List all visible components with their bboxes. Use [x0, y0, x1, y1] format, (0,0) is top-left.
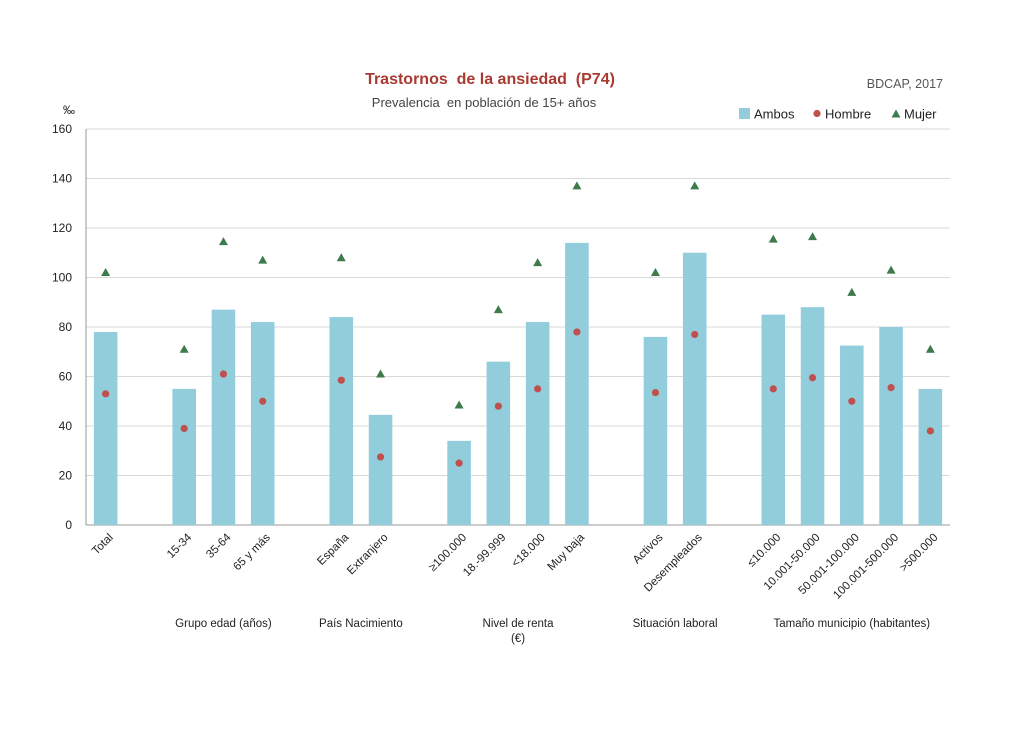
marker-hombre	[455, 459, 463, 467]
group-label: Grupo edad (años)	[175, 618, 272, 630]
marker-mujer	[650, 268, 660, 277]
bar-ambos	[918, 388, 943, 525]
legend-label-mujer: Mujer	[904, 107, 937, 122]
marker-mujer	[454, 400, 464, 409]
marker-mujer	[808, 232, 818, 241]
marker-hombre	[180, 424, 188, 433]
chart-title: Trastornos de la ansiedad (P74)	[365, 71, 615, 88]
bar-ambos	[879, 327, 903, 525]
marker-hombre	[494, 402, 502, 410]
y-tick-label: 160	[52, 122, 72, 136]
marker-hombre	[848, 397, 856, 405]
x-tick-label: Muy baja	[546, 531, 588, 573]
legend-label-ambos: Ambos	[754, 107, 795, 122]
bar-ambos	[250, 322, 275, 525]
y-axis-unit: ‰	[63, 103, 75, 117]
chart-subtitle: Prevalencia en población de 15+ años	[372, 95, 597, 110]
group-label: Tamaño municipio (habitantes)	[774, 618, 931, 630]
y-tick-label: 120	[52, 221, 72, 235]
marker-hombre	[651, 388, 660, 397]
marker-hombre	[102, 390, 110, 398]
legend-swatch-ambos	[739, 108, 750, 119]
marker-hombre	[926, 427, 934, 435]
marker-hombre	[376, 453, 385, 461]
marker-hombre	[337, 376, 345, 384]
y-tick-label: 40	[59, 419, 73, 433]
bar-ambos	[800, 307, 825, 525]
y-tick-label: 60	[59, 370, 73, 384]
group-labels: Grupo edad (años) País Nacimiento Nivel de…	[175, 618, 930, 645]
x-tick-label: 65 y más	[231, 531, 273, 573]
x-tick-label: ≤10.000	[746, 532, 784, 570]
x-tick-label: Activos	[631, 531, 666, 566]
marker-mujer	[376, 369, 386, 378]
bar-ambos	[368, 414, 393, 525]
marker-hombre	[573, 328, 581, 336]
bar-ambos	[525, 322, 550, 525]
group-label: (€)	[511, 633, 525, 645]
marker-hombre	[887, 384, 895, 392]
bar-ambos	[211, 309, 236, 525]
marker-mujer	[768, 234, 778, 243]
group-label: Situación laboral	[633, 618, 718, 630]
legend: Ambos Hombre Mujer	[739, 107, 937, 122]
bar-ambos	[486, 361, 511, 525]
markers	[101, 181, 935, 467]
marker-mujer	[336, 253, 346, 262]
x-tick-label: 35-64	[204, 531, 234, 561]
marker-mujer	[533, 258, 543, 267]
marker-mujer	[101, 268, 111, 277]
marker-hombre	[808, 374, 817, 382]
legend-label-hombre: Hombre	[825, 107, 871, 122]
bar-ambos	[172, 388, 196, 525]
marker-mujer	[572, 181, 582, 190]
x-tick-label: 15-34	[165, 531, 195, 561]
bar-ambos	[93, 331, 118, 525]
bar-ambos	[329, 317, 354, 525]
marker-mujer	[179, 344, 189, 353]
group-label: Nivel de renta	[483, 618, 555, 630]
x-tick-label: <18.000	[510, 532, 548, 570]
marker-mujer	[258, 255, 268, 264]
marker-hombre	[691, 330, 699, 339]
bar-ambos	[682, 252, 707, 525]
y-tick-label: 100	[52, 271, 72, 285]
marker-hombre	[769, 385, 777, 393]
marker-mujer	[925, 344, 935, 353]
marker-mujer	[218, 237, 228, 246]
y-tick-label: 0	[65, 518, 72, 532]
bar-ambos	[643, 336, 668, 525]
y-tick-label: 140	[52, 172, 72, 186]
x-tick-label: Extranjero	[345, 532, 391, 578]
bars	[93, 242, 943, 525]
y-tick-label: 20	[59, 469, 73, 483]
legend-swatch-hombre	[813, 109, 821, 118]
marker-hombre	[259, 397, 267, 405]
x-tick-label: >500.000	[898, 532, 941, 575]
x-tick-label: 18.-99.999	[461, 532, 508, 579]
marker-hombre	[219, 370, 228, 378]
x-tick-label: Total	[90, 532, 116, 558]
bar-ambos	[565, 242, 589, 525]
group-label: País Nacimiento	[319, 618, 403, 630]
marker-hombre	[534, 385, 542, 393]
y-axis-ticks: 0 20 40 60 80 100 120 140 160	[52, 122, 72, 532]
marker-mujer	[493, 305, 503, 314]
marker-mujer	[886, 265, 896, 274]
bar-ambos	[840, 345, 864, 525]
marker-mujer	[847, 287, 857, 296]
chart-source: BDCAP, 2017	[867, 77, 943, 91]
bar-ambos	[761, 314, 786, 525]
x-tick-label: España	[315, 531, 351, 567]
marker-mujer	[690, 181, 700, 190]
y-tick-label: 80	[59, 320, 73, 334]
legend-swatch-mujer	[891, 109, 901, 118]
bar-ambos	[447, 440, 471, 525]
